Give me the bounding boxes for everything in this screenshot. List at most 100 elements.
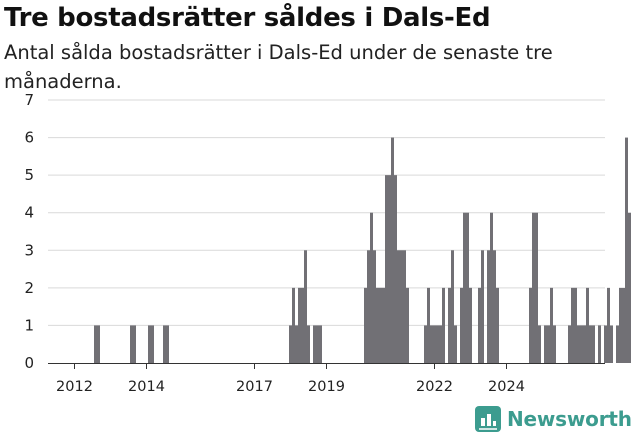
bar — [538, 325, 541, 363]
bar — [289, 325, 292, 363]
bar — [304, 250, 307, 363]
x-axis: 2012 2014 2017 2019 2022 2024 — [48, 363, 605, 395]
bar — [535, 212, 538, 363]
bar — [436, 325, 439, 363]
bar — [385, 175, 388, 363]
bar — [466, 212, 469, 363]
bar — [610, 325, 613, 363]
bar — [148, 325, 151, 363]
bar — [460, 287, 463, 363]
x-tick-label: 2017 — [236, 379, 273, 395]
bar — [313, 325, 316, 363]
y-tick-label: 6 — [24, 129, 34, 147]
bar — [553, 325, 556, 363]
bar — [394, 175, 397, 363]
newsworthy-icon — [475, 406, 501, 432]
bar — [496, 287, 499, 363]
bar — [427, 287, 430, 363]
bar — [451, 250, 454, 363]
bar — [442, 287, 445, 363]
bar — [454, 325, 457, 363]
bar — [529, 287, 532, 363]
bar — [478, 287, 481, 363]
bar — [301, 287, 304, 363]
x-tick-label: 2014 — [128, 379, 165, 395]
bar — [616, 325, 619, 363]
bar — [391, 137, 394, 363]
bar — [583, 325, 586, 363]
bar — [151, 325, 154, 363]
x-tick-label: 2024 — [488, 379, 525, 395]
bar — [439, 325, 442, 363]
bar — [433, 325, 436, 363]
bar — [298, 287, 301, 363]
bar — [619, 287, 622, 363]
bar — [469, 287, 472, 363]
chart-title: Tre bostadsrätter såldes i Dals-Ed — [4, 3, 491, 33]
y-axis-labels: 0 1 2 3 4 5 6 7 — [24, 91, 34, 372]
y-tick-label: 1 — [24, 316, 34, 334]
bar — [370, 212, 373, 363]
bar — [568, 325, 571, 363]
bar — [577, 325, 580, 363]
bar — [400, 250, 403, 363]
bar — [547, 325, 550, 363]
bar — [403, 250, 406, 363]
bars — [94, 137, 631, 363]
x-tick-label: 2022 — [416, 379, 453, 395]
bar — [382, 287, 385, 363]
bar — [316, 325, 319, 363]
grid-lines — [48, 99, 605, 326]
y-tick-label: 5 — [24, 166, 34, 184]
bar — [94, 325, 97, 363]
bar — [430, 325, 433, 363]
bar — [574, 287, 577, 363]
x-tick-label: 2019 — [308, 379, 345, 395]
y-tick-label: 3 — [24, 241, 34, 259]
bar — [364, 287, 367, 363]
bar — [367, 250, 370, 363]
bar — [490, 212, 493, 363]
newsworthy-logo: Newsworthy — [475, 406, 631, 432]
bar — [295, 325, 298, 363]
y-tick-label: 4 — [24, 204, 34, 222]
bar — [163, 325, 166, 363]
bar — [463, 212, 466, 363]
bar — [379, 287, 382, 363]
bar — [397, 250, 400, 363]
bar — [592, 325, 595, 363]
bar — [388, 175, 391, 363]
bar — [376, 287, 379, 363]
brand-name: Newsworthy — [507, 407, 631, 431]
bar — [544, 325, 547, 363]
bar — [598, 325, 601, 363]
y-tick-label: 2 — [24, 279, 34, 297]
bar — [130, 325, 133, 363]
bar — [406, 287, 409, 363]
bar — [532, 212, 535, 363]
bar — [586, 287, 589, 363]
bar — [448, 287, 451, 363]
bar — [97, 325, 100, 363]
bar — [481, 250, 484, 363]
bar — [580, 325, 583, 363]
bar — [604, 325, 607, 363]
bar — [292, 287, 295, 363]
chart-subtitle: Antal sålda bostadsrätter i Dals-Ed unde… — [4, 41, 553, 93]
bar — [622, 287, 625, 363]
bar — [625, 137, 628, 363]
bar — [628, 212, 631, 363]
bar — [493, 250, 496, 363]
bar — [571, 287, 574, 363]
bar — [487, 250, 490, 363]
bar — [373, 250, 376, 363]
y-tick-label: 0 — [24, 354, 34, 372]
bar — [319, 325, 322, 363]
bar — [607, 287, 610, 363]
bar — [133, 325, 136, 363]
x-tick-label: 2012 — [56, 379, 93, 395]
bar — [424, 325, 427, 363]
y-tick-label: 7 — [24, 91, 34, 109]
bar — [589, 325, 592, 363]
